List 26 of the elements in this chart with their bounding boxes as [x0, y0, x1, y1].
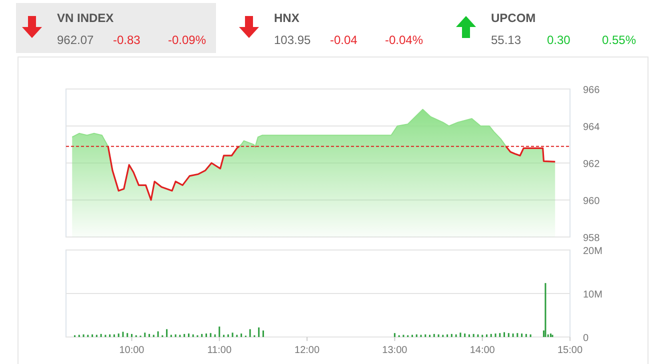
text: 962.07	[57, 33, 94, 47]
y-tick-label: 966	[583, 85, 600, 96]
y-tick-label: 962	[583, 159, 600, 170]
text: 0.55%	[602, 33, 636, 47]
text: -0.04	[330, 33, 358, 47]
text: -0.83	[113, 33, 141, 47]
y-tick-label: 10M	[583, 290, 602, 300]
x-tick-label: 13:00	[382, 345, 408, 356]
y-tick-label: 958	[583, 233, 600, 244]
y-tick-label: 20M	[583, 246, 602, 257]
category-label: UPCOM	[491, 11, 536, 25]
x-tick-label: 15:00	[557, 345, 583, 356]
y-tick-label: 964	[583, 122, 600, 133]
x-tick-label: 11:00	[207, 345, 232, 356]
text: 103.95	[274, 33, 312, 47]
text: -0.09%	[168, 33, 206, 47]
category-label: HNX	[274, 11, 300, 25]
category-label: VN INDEX	[57, 11, 114, 25]
text: 55.13	[491, 33, 522, 47]
text: -0.04%	[385, 33, 424, 47]
x-tick-label: 12:00	[294, 345, 320, 356]
x-tick-label: 14:00	[470, 345, 496, 356]
y-tick-label: 0	[583, 333, 589, 344]
y-tick-label: 960	[583, 196, 600, 207]
text: 0.30	[547, 33, 571, 47]
x-tick-label: 10:00	[119, 345, 145, 356]
